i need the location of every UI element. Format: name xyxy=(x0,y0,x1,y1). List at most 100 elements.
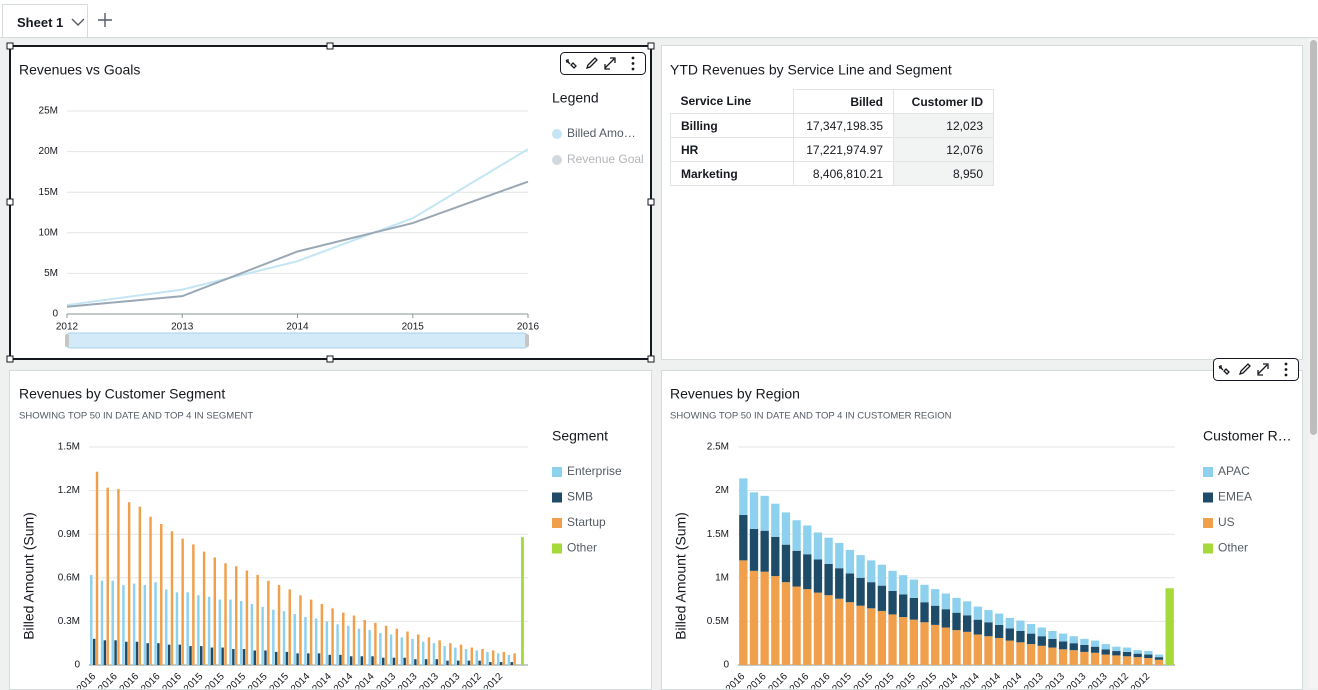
y-tick-label: 0 xyxy=(723,660,729,671)
bar xyxy=(135,641,139,665)
bar-segment xyxy=(813,592,823,665)
x-tick-label: 2016 xyxy=(766,671,790,689)
bar-segment xyxy=(1048,630,1057,639)
bar xyxy=(314,618,318,665)
bar-segment xyxy=(749,570,759,665)
bar-segment xyxy=(1037,627,1046,637)
y-tick-label: 1.5M xyxy=(58,442,80,453)
x-tick-label: 2015 xyxy=(182,671,206,689)
bar xyxy=(175,592,179,665)
range-slider[interactable] xyxy=(65,332,529,349)
sheet-tab-label[interactable]: Sheet 1 xyxy=(17,15,64,30)
bar xyxy=(403,657,406,665)
y-tick-label: 1.5M xyxy=(707,529,729,540)
bar xyxy=(368,630,371,665)
bar xyxy=(157,643,160,665)
bar xyxy=(272,609,275,665)
legend-marker xyxy=(552,155,562,165)
bar-segment xyxy=(781,544,791,583)
bar xyxy=(464,649,468,665)
bar-segment xyxy=(1080,644,1089,652)
chart-subtitle: SHOWING TOP 50 IN DATE AND TOP 4 IN CUST… xyxy=(670,411,952,422)
menu-icon[interactable] xyxy=(1284,362,1288,377)
bar-segment xyxy=(877,564,887,586)
line-series xyxy=(66,180,529,308)
x-tick-label: 2013 xyxy=(396,671,420,689)
x-tick-label: 2013 xyxy=(1065,671,1089,689)
bar xyxy=(221,647,224,665)
visual-table[interactable]: YTD Revenues by Service Line and Segment… xyxy=(661,45,1303,360)
x-tick-label: 2014 xyxy=(958,671,982,689)
bar xyxy=(189,646,192,665)
x-tick-label: 2015 xyxy=(246,671,270,689)
visual-line[interactable]: Revenues vs Goals 0 5M 10M 15M 20M 25M Legend B… xyxy=(9,45,652,360)
bar xyxy=(486,651,489,665)
bar xyxy=(224,563,227,665)
bar xyxy=(178,644,182,665)
x-tick-label: 2015 xyxy=(203,671,227,689)
y-tick-label: 25M xyxy=(39,106,58,117)
cell: Billing xyxy=(670,113,794,138)
bar-segment xyxy=(835,542,844,569)
bar-segment xyxy=(1058,641,1068,650)
format-icon[interactable] xyxy=(1218,365,1230,375)
x-tick-label: 2013 xyxy=(1044,671,1068,689)
bar-segment xyxy=(973,619,982,635)
expand-icon[interactable] xyxy=(604,57,616,70)
slider-handle[interactable] xyxy=(525,334,529,347)
column-header[interactable]: Billed xyxy=(793,89,894,114)
x-tick-label: 2014 xyxy=(980,671,1004,689)
y-tick-label: 5M xyxy=(44,268,58,279)
bar xyxy=(382,657,385,665)
bar-segment xyxy=(899,575,908,595)
bar xyxy=(411,638,414,665)
add-sheet-icon[interactable] xyxy=(97,12,113,28)
bar-segment xyxy=(1154,657,1164,660)
format-icon[interactable] xyxy=(565,59,577,69)
bar-segment xyxy=(856,555,865,578)
bar xyxy=(253,650,256,665)
bar xyxy=(489,662,492,665)
slider-handle[interactable] xyxy=(65,334,69,347)
bar-segment xyxy=(760,530,769,572)
bar xyxy=(132,583,136,665)
x-tick-label: 2013 xyxy=(171,322,194,333)
column-header[interactable]: Customer ID xyxy=(893,89,994,114)
legend-title: Legend xyxy=(552,90,599,106)
bar xyxy=(167,644,171,665)
bar-segment xyxy=(1154,659,1164,665)
bar-segment xyxy=(1112,651,1121,656)
bar xyxy=(207,596,211,665)
legend-label: Other xyxy=(1218,541,1248,555)
bar-segment xyxy=(1101,644,1110,650)
bar-segment xyxy=(973,634,982,665)
edit-icon[interactable] xyxy=(585,57,598,70)
edit-icon[interactable] xyxy=(1238,363,1251,376)
bar-segment xyxy=(803,525,812,555)
scroll-thumb[interactable] xyxy=(1310,40,1317,435)
bar xyxy=(117,489,120,665)
bar-segment xyxy=(963,601,972,616)
bar xyxy=(470,647,473,665)
column-header[interactable]: Service Line xyxy=(670,89,794,114)
bar-segment xyxy=(1090,652,1100,665)
sheet-tab[interactable]: Sheet 1 xyxy=(2,4,88,37)
bar xyxy=(475,650,478,665)
visual-bar[interactable]: Revenues by Customer Segment SHOWING TOP… xyxy=(9,370,652,690)
bar-segment xyxy=(1026,633,1036,645)
bar xyxy=(454,647,457,665)
visual-stacked-bar[interactable]: Revenues by Region SHOWING TOP 50 IN DAT… xyxy=(661,370,1303,690)
x-tick-label: 2016 xyxy=(160,671,184,689)
bar xyxy=(122,585,125,665)
menu-icon[interactable] xyxy=(631,56,635,71)
scrollbar[interactable] xyxy=(1309,38,1318,688)
tab-menu-icon[interactable] xyxy=(71,17,85,27)
y-axis-title: Billed Amount (Sum) xyxy=(673,512,689,640)
legend-marker xyxy=(1203,543,1213,554)
bar xyxy=(352,615,356,665)
bar-segment xyxy=(867,560,876,583)
legend-label: APAC xyxy=(1218,464,1250,478)
x-tick-label: 2013 xyxy=(417,671,441,689)
legend-marker xyxy=(1203,492,1213,503)
expand-icon[interactable] xyxy=(1257,363,1269,376)
